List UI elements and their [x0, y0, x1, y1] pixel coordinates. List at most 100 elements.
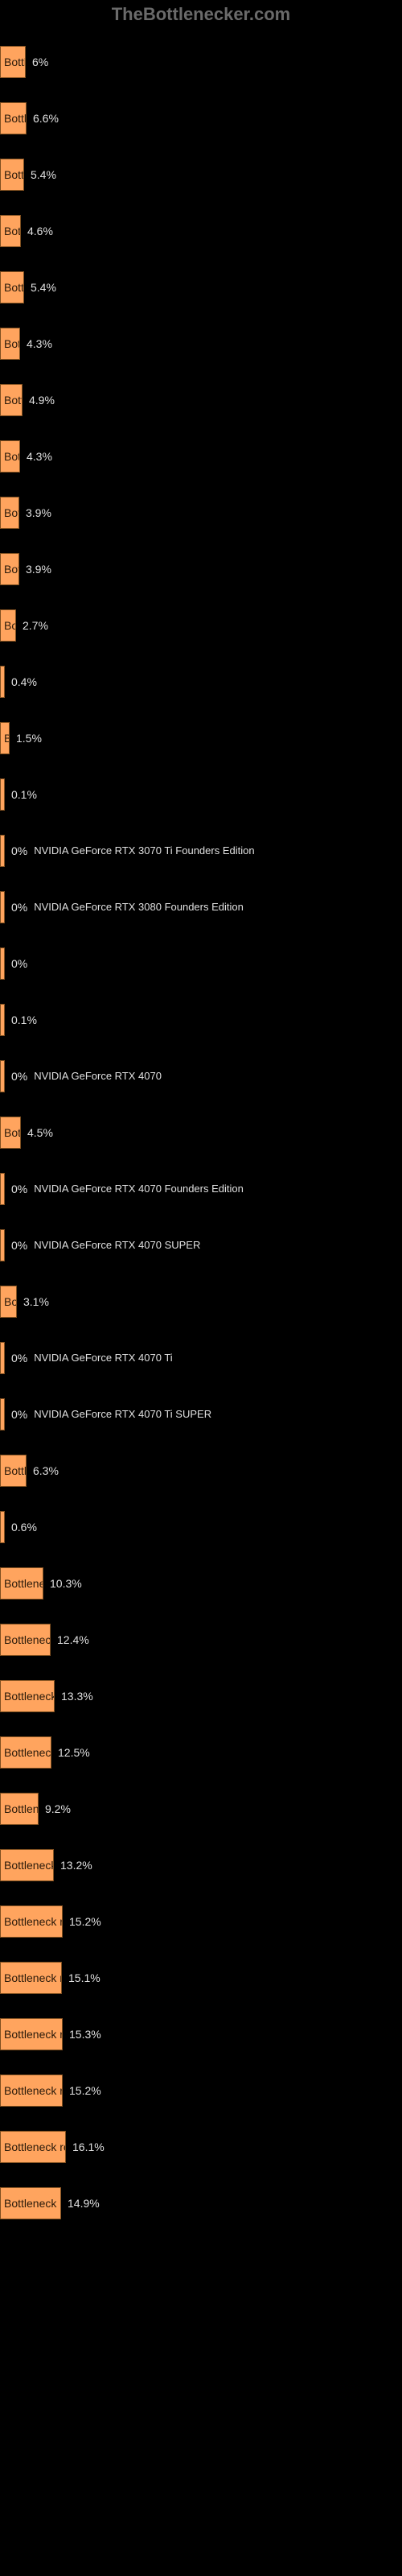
bar-side-label: NVIDIA GeForce RTX 3070 Ti Founders Edit… — [34, 844, 254, 858]
bar-pct-label: 12.4% — [57, 1633, 89, 1646]
bar-pct-label: 0.1% — [11, 788, 37, 801]
bar-container: Bottleneck result for 15.2% — [0, 2074, 101, 2107]
bar-pct-label: 0% — [11, 1239, 27, 1252]
bar: Bottleneck result for — [0, 891, 5, 923]
bar-pct-label: 0.1% — [11, 1013, 37, 1026]
bar-pct-label: 15.3% — [69, 2028, 101, 2041]
bar-inner-label: Bottleneck result for — [4, 675, 5, 688]
bar-container: Bottleneck result for 3.9% — [0, 497, 51, 529]
bar-container: Bottleneck result for 6.3% — [0, 1455, 59, 1487]
bar-pct-label: 5.4% — [31, 168, 56, 181]
bar-side-label: NVIDIA GeForce RTX 4070 Ti — [34, 1352, 172, 1365]
bar-inner-label: Bottleneck result for — [4, 1746, 51, 1759]
chart-row: Bottleneck result for 6% — [0, 37, 402, 87]
bar-inner-label: Bottleneck result for — [4, 281, 24, 294]
bar: Bottleneck result for — [0, 1680, 55, 1712]
chart-row: Bottleneck result for 15.2% — [0, 1897, 402, 1946]
bar-container: Bottleneck result for 12.5% — [0, 1736, 90, 1769]
bar-container: Bottleneck result for 0% — [0, 1060, 27, 1092]
bar: Bottleneck result for — [0, 215, 21, 247]
chart-row: Bottleneck result for 14.9% — [0, 2178, 402, 2228]
bar: Bottleneck result for — [0, 1511, 5, 1543]
bar-container: Bottleneck result for 6% — [0, 46, 48, 78]
bar-pct-label: 13.2% — [60, 1859, 92, 1872]
bar-side-label: NVIDIA GeForce RTX 4070 — [34, 1070, 162, 1084]
bar: Bottleneck result for — [0, 2131, 66, 2163]
chart-row: Bottleneck result for 15.1% — [0, 1953, 402, 2003]
bar: Bottleneck result for — [0, 1736, 51, 1769]
bar-inner-label: Bottleneck result for — [4, 1295, 17, 1308]
chart-row: Bottleneck result for 13.3% — [0, 1671, 402, 1721]
bar-inner-label: Bottleneck result for — [4, 2140, 66, 2153]
bar-pct-label: 5.4% — [31, 281, 56, 294]
bar-inner-label: Bottleneck result for — [4, 1352, 5, 1364]
bar: Bottleneck result for — [0, 46, 26, 78]
bar-container: Bottleneck result for 0% — [0, 1398, 27, 1430]
bar-inner-label: Bottleneck result for — [4, 394, 23, 407]
bar-container: Bottleneck result for 0.6% — [0, 1511, 37, 1543]
bar-pct-label: 4.6% — [27, 225, 53, 237]
bar-container: Bottleneck result for 0% — [0, 1173, 27, 1205]
bar-container: Bottleneck result for 13.3% — [0, 1680, 93, 1712]
bar-pct-label: 4.9% — [29, 394, 55, 407]
bar-inner-label: Bottleneck result for — [4, 1239, 5, 1252]
bar-container: Bottleneck result for 3.9% — [0, 553, 51, 585]
bar-inner-label: Bottleneck result for — [4, 1971, 62, 1984]
bar-inner-label: Bottleneck result for — [4, 1802, 39, 1815]
chart-row: Bottleneck result for 13.2% — [0, 1840, 402, 1890]
bar: Bottleneck result for — [0, 609, 16, 642]
bar-container: Bottleneck result for 4.5% — [0, 1117, 53, 1149]
chart-row: Bottleneck result for 3.9% — [0, 488, 402, 538]
chart-row: Bottleneck result for 0.4% — [0, 657, 402, 707]
bar-container: Bottleneck result for 0% — [0, 835, 27, 867]
bar-inner-label: Bottleneck result for — [4, 1859, 54, 1872]
bar-pct-label: 0% — [11, 1408, 27, 1421]
bar-container: Bottleneck result for 0% — [0, 891, 27, 923]
bar-inner-label: Bottleneck result for — [4, 56, 26, 68]
bar-container: Bottleneck result for 4.3% — [0, 440, 52, 473]
bar-container: Bottleneck result for 16.1% — [0, 2131, 105, 2163]
bar-container: Bottleneck result for 5.4% — [0, 271, 56, 303]
bar-pct-label: 0% — [11, 844, 27, 857]
bar-pct-label: 4.3% — [27, 337, 52, 350]
bar: Bottleneck result for — [0, 666, 5, 698]
bar-inner-label: Bottleneck result for — [4, 788, 5, 801]
bar-inner-label: Bottleneck result for — [4, 1464, 27, 1477]
bar: Bottleneck result for — [0, 1117, 21, 1149]
bar-container: Bottleneck result for 10.3% — [0, 1567, 82, 1600]
bar: Bottleneck result for — [0, 1624, 51, 1656]
chart-row: Bottleneck result for 6.6% — [0, 93, 402, 143]
bar-container: Bottleneck result for 4.9% — [0, 384, 55, 416]
bar-pct-label: 10.3% — [50, 1577, 82, 1590]
bar-container: Bottleneck result for 0% — [0, 1229, 27, 1261]
bar-inner-label: Bottleneck result for — [4, 2197, 61, 2210]
bar: Bottleneck result for — [0, 835, 5, 867]
bar-container: Bottleneck result for 14.9% — [0, 2187, 100, 2219]
bar-container: Bottleneck result for 0% — [0, 947, 27, 980]
bar-inner-label: Bottleneck result for — [4, 1915, 63, 1928]
bar-pct-label: 13.3% — [61, 1690, 93, 1703]
chart-row: Bottleneck result for 2.7% — [0, 601, 402, 650]
bar-pct-label: 0.4% — [11, 675, 37, 688]
bar-inner-label: Bottleneck result for — [4, 2028, 63, 2041]
bar: Bottleneck result for — [0, 2018, 63, 2050]
bar-pct-label: 14.9% — [68, 2197, 100, 2210]
bar: Bottleneck result for — [0, 1455, 27, 1487]
bar: Bottleneck result for — [0, 1286, 17, 1318]
bar: Bottleneck result for — [0, 1342, 5, 1374]
bar-container: Bottleneck result for 9.2% — [0, 1793, 71, 1825]
chart-row: Bottleneck result for 10.3% — [0, 1558, 402, 1608]
bar-pct-label: 9.2% — [45, 1802, 71, 1815]
chart-row: Bottleneck result for 0.1% — [0, 995, 402, 1045]
bar-inner-label: Bottleneck result for — [4, 1126, 21, 1139]
bar-container: Bottleneck result for 4.6% — [0, 215, 53, 247]
bar-side-label: NVIDIA GeForce RTX 4070 Founders Edition — [34, 1183, 244, 1196]
chart-row: Bottleneck result for 0% NVIDIA GeForce R… — [0, 1164, 402, 1214]
chart-row: Bottleneck result for 5.4% — [0, 262, 402, 312]
bar-pct-label: 6.6% — [33, 112, 59, 125]
bar: Bottleneck result for — [0, 1567, 43, 1600]
chart-row: Bottleneck result for 9.2% — [0, 1784, 402, 1834]
chart-row: Bottleneck result for 0% NVIDIA GeForce R… — [0, 1051, 402, 1101]
bottleneck-bar-chart: Bottleneck result for 6%Bottleneck resul… — [0, 37, 402, 2228]
chart-row: Bottleneck result for 1.5% — [0, 713, 402, 763]
